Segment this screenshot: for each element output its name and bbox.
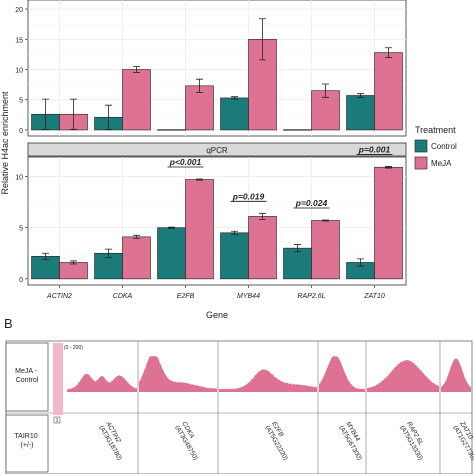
top-tick-label: 0 — [19, 128, 23, 135]
bottom-panel: qPCR 0 5 10 p<0.001 p=0.019 p=0.024 p=0.001 A… — [15, 142, 407, 300]
bottom-bar-meja — [311, 220, 340, 280]
top-gridlines — [28, 0, 406, 136]
bottom-tick-label: 10 — [15, 174, 23, 181]
signal-track — [219, 369, 317, 392]
strip-background — [27, 142, 407, 157]
signal-track — [139, 356, 217, 392]
row-label-signal: MeJA - Control — [15, 368, 39, 384]
top-plot-area — [27, 0, 407, 137]
bottom-error-bar — [42, 252, 49, 260]
bottom-tick-label: 5 — [19, 226, 23, 233]
top-bar-meja — [185, 85, 214, 131]
scale-label: (0 - 200) — [64, 345, 83, 351]
scale-bar — [53, 343, 63, 415]
bottom-bar-meja — [122, 236, 151, 280]
bottom-error-bar — [231, 230, 238, 235]
legend: Treatment Control MeJA — [414, 125, 457, 170]
row-label-signal-line1: MeJA - — [15, 368, 37, 375]
top-y-ticks: 0 5 10 15 20 — [15, 7, 28, 135]
bottom-bars — [31, 166, 403, 280]
p-value-annotations: p<0.001 p=0.019 p=0.024 p=0.001 — [167, 144, 393, 209]
top-error-bar — [357, 93, 364, 98]
top-error-bar — [70, 98, 77, 130]
top-bar-control — [283, 129, 312, 131]
x-tick-label: E2FB — [177, 293, 195, 300]
bottom-bar-meja — [248, 216, 277, 280]
row-label-box-signal — [5, 342, 49, 412]
x-tick-label: ACTIN2 — [46, 293, 72, 300]
row-label-annotation-line2: (+/-) — [20, 442, 33, 449]
genome-track-panel: MeJA - Control TAIR10 (+/-) (0 - 200) 1 … — [5, 340, 474, 474]
top-tick-label: 10 — [15, 68, 23, 75]
bottom-error-bar — [294, 244, 301, 253]
top-error-bar — [259, 18, 266, 61]
p-value-label: p<0.001 — [169, 157, 202, 167]
row-label-signal-line2: Control — [16, 377, 39, 384]
top-tick-label: 15 — [15, 37, 23, 44]
bottom-error-bar — [259, 212, 266, 220]
bottom-error-bar — [385, 166, 392, 169]
legend-label-control: Control — [431, 142, 457, 151]
row-label-annotation-line1: TAIR10 — [14, 433, 37, 440]
panel-b-letter: B — [4, 316, 13, 331]
legend-swatch-meja — [414, 156, 428, 170]
x-tick-label: ZAT10 — [363, 293, 385, 300]
top-tick-label: 20 — [15, 7, 23, 14]
y-axis-title: Relative H4ac enrichment — [0, 91, 10, 195]
bottom-error-bar — [105, 248, 112, 258]
top-bar-control — [157, 129, 186, 131]
top-tick-label: 5 — [19, 98, 23, 105]
bottom-tick-label: 0 — [19, 277, 23, 284]
top-error-bar — [322, 83, 329, 98]
x-tick-label: RAP2.6L — [297, 293, 325, 300]
x-tick-label: CDKA — [113, 293, 133, 300]
bottom-bar-control — [157, 227, 186, 280]
top-bar-meja — [374, 52, 403, 131]
top-bar-control — [220, 97, 249, 131]
bottom-bar-control — [220, 232, 249, 280]
bottom-error-bar — [70, 260, 77, 265]
top-error-bar — [385, 47, 392, 58]
bottom-bar-meja — [185, 179, 214, 280]
bottom-bar-meja — [59, 262, 88, 280]
row-label-annotation: TAIR10 (+/-) — [14, 433, 39, 449]
bottom-plot-area — [27, 156, 407, 286]
bottom-error-bar — [196, 178, 203, 181]
p-value-label: p=0.001 — [358, 144, 391, 154]
bottom-error-bar — [168, 226, 175, 229]
top-error-bar — [231, 96, 238, 100]
track-frame — [5, 340, 473, 474]
p-value-label: p=0.024 — [295, 198, 328, 208]
row-label-box-annotation — [5, 414, 49, 473]
bottom-error-bar — [133, 234, 140, 239]
top-error-bar — [196, 78, 203, 93]
top-bars — [31, 18, 403, 131]
signal-track — [367, 359, 439, 392]
top-bar-control — [346, 95, 375, 131]
signal-track — [67, 373, 137, 392]
x-tick-label: MYB44 — [237, 293, 260, 300]
bottom-y-ticks: 0 5 10 — [15, 174, 28, 284]
legend-swatch-control — [414, 139, 428, 153]
scale-marker-label: 1 — [56, 418, 59, 424]
top-panel: 0 5 10 15 20 — [15, 0, 407, 137]
x-axis-title: Gene — [206, 310, 228, 320]
bottom-error-bar — [357, 258, 364, 267]
strip-label: qPCR — [206, 146, 228, 155]
bottom-bar-control — [283, 247, 312, 280]
bottom-error-bar — [322, 219, 329, 222]
top-error-bar — [42, 98, 49, 130]
scale-marker — [53, 416, 61, 424]
top-error-bar — [133, 66, 140, 73]
p-value-label: p=0.019 — [232, 191, 265, 201]
x-tick-labels: ACTIN2 CDKA E2FB MYB44 RAP2.6L ZAT10 — [46, 285, 385, 300]
bottom-bar-meja — [374, 166, 403, 280]
signal-track — [319, 356, 365, 392]
signal-track — [441, 358, 471, 392]
top-bar-meja — [122, 69, 151, 131]
top-error-bar — [105, 104, 112, 130]
legend-title: Treatment — [415, 125, 456, 135]
legend-label-meja: MeJA — [431, 159, 452, 168]
